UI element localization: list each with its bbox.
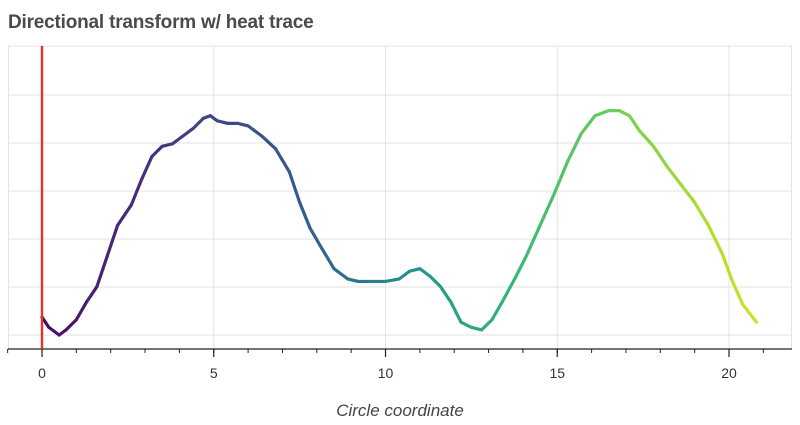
heat-trace-segment — [64, 318, 78, 332]
x-tick-label: 0 — [38, 365, 46, 381]
heat-trace-segment — [665, 165, 683, 187]
heat-trace-segment — [552, 160, 570, 197]
heat-trace-segment — [679, 182, 697, 204]
heat-trace-segment — [418, 267, 432, 278]
heat-trace-segment — [74, 300, 89, 322]
x-axis: 0 5 10 15 20 — [7, 348, 792, 381]
heat-trace-segment — [428, 274, 443, 289]
heat-trace-segment — [438, 284, 453, 304]
heat-trace-segment — [85, 284, 99, 304]
heat-trace-segment — [115, 213, 127, 227]
heat-trace-segment — [191, 116, 206, 131]
x-tick-label: 10 — [378, 365, 394, 381]
heat-trace-segment — [47, 325, 61, 337]
heat-trace-segment — [407, 267, 422, 273]
heat-trace-segment — [593, 108, 611, 118]
heat-trace-segment — [260, 134, 278, 151]
heat-trace-segment — [397, 269, 412, 281]
heat-trace-segment — [318, 244, 336, 271]
heat-trace-segment — [150, 144, 164, 159]
heat-trace-segment — [706, 223, 724, 255]
heat-trace-segment — [383, 277, 401, 284]
heat-trace-segment — [95, 254, 109, 289]
heat-trace-segment — [308, 226, 322, 248]
heat-trace-segment — [741, 302, 759, 324]
heat-trace-segment — [129, 177, 144, 207]
x-tick-label: 20 — [721, 365, 737, 381]
heat-trace-segment — [246, 124, 264, 138]
heat-trace-segment — [490, 300, 504, 322]
heat-trace-segment — [638, 129, 656, 148]
chart-title: Directional transform w/ heat trace — [8, 12, 314, 33]
x-tick-label: 15 — [549, 365, 565, 381]
heat-trace-segment — [538, 193, 556, 227]
heat-trace-segment — [480, 318, 494, 332]
heat-trace-segment — [105, 223, 120, 258]
heat-trace-segment — [236, 121, 250, 128]
heat-trace-segment — [459, 320, 473, 329]
heat-trace-segment — [720, 251, 735, 284]
heat-trace-segment — [730, 279, 745, 306]
heat-trace-segment — [140, 154, 154, 182]
heat-trace-segment — [579, 114, 597, 136]
heat-trace-segment — [181, 126, 195, 138]
heat-trace-segment — [524, 223, 542, 258]
heat-trace-segment — [122, 203, 133, 217]
heat-trace-segment — [627, 114, 642, 133]
x-tick-label: 5 — [210, 365, 218, 381]
heat-trace-segment — [617, 108, 631, 118]
heat-trace-segment — [215, 119, 230, 125]
heat-trace-segment — [273, 147, 291, 174]
heat-trace-segment — [170, 134, 185, 146]
heat-trace-segment — [651, 144, 669, 169]
heat-trace-segment — [160, 142, 175, 148]
heat-trace-segment — [469, 325, 484, 332]
heat-trace-segment — [332, 267, 350, 281]
x-axis-label: Circle coordinate — [336, 401, 464, 420]
heat-trace-segment — [514, 254, 528, 278]
heat-trace-segment — [565, 131, 583, 164]
grid — [8, 45, 792, 349]
heat-trace-segment — [287, 170, 302, 204]
heat-trace-segment — [346, 277, 360, 284]
heat-trace-segment — [298, 200, 312, 230]
heat-trace-segment — [693, 200, 710, 227]
heat-trace-segment — [500, 274, 518, 304]
heat-trace-line — [40, 108, 759, 337]
heat-trace-segment — [449, 300, 463, 324]
